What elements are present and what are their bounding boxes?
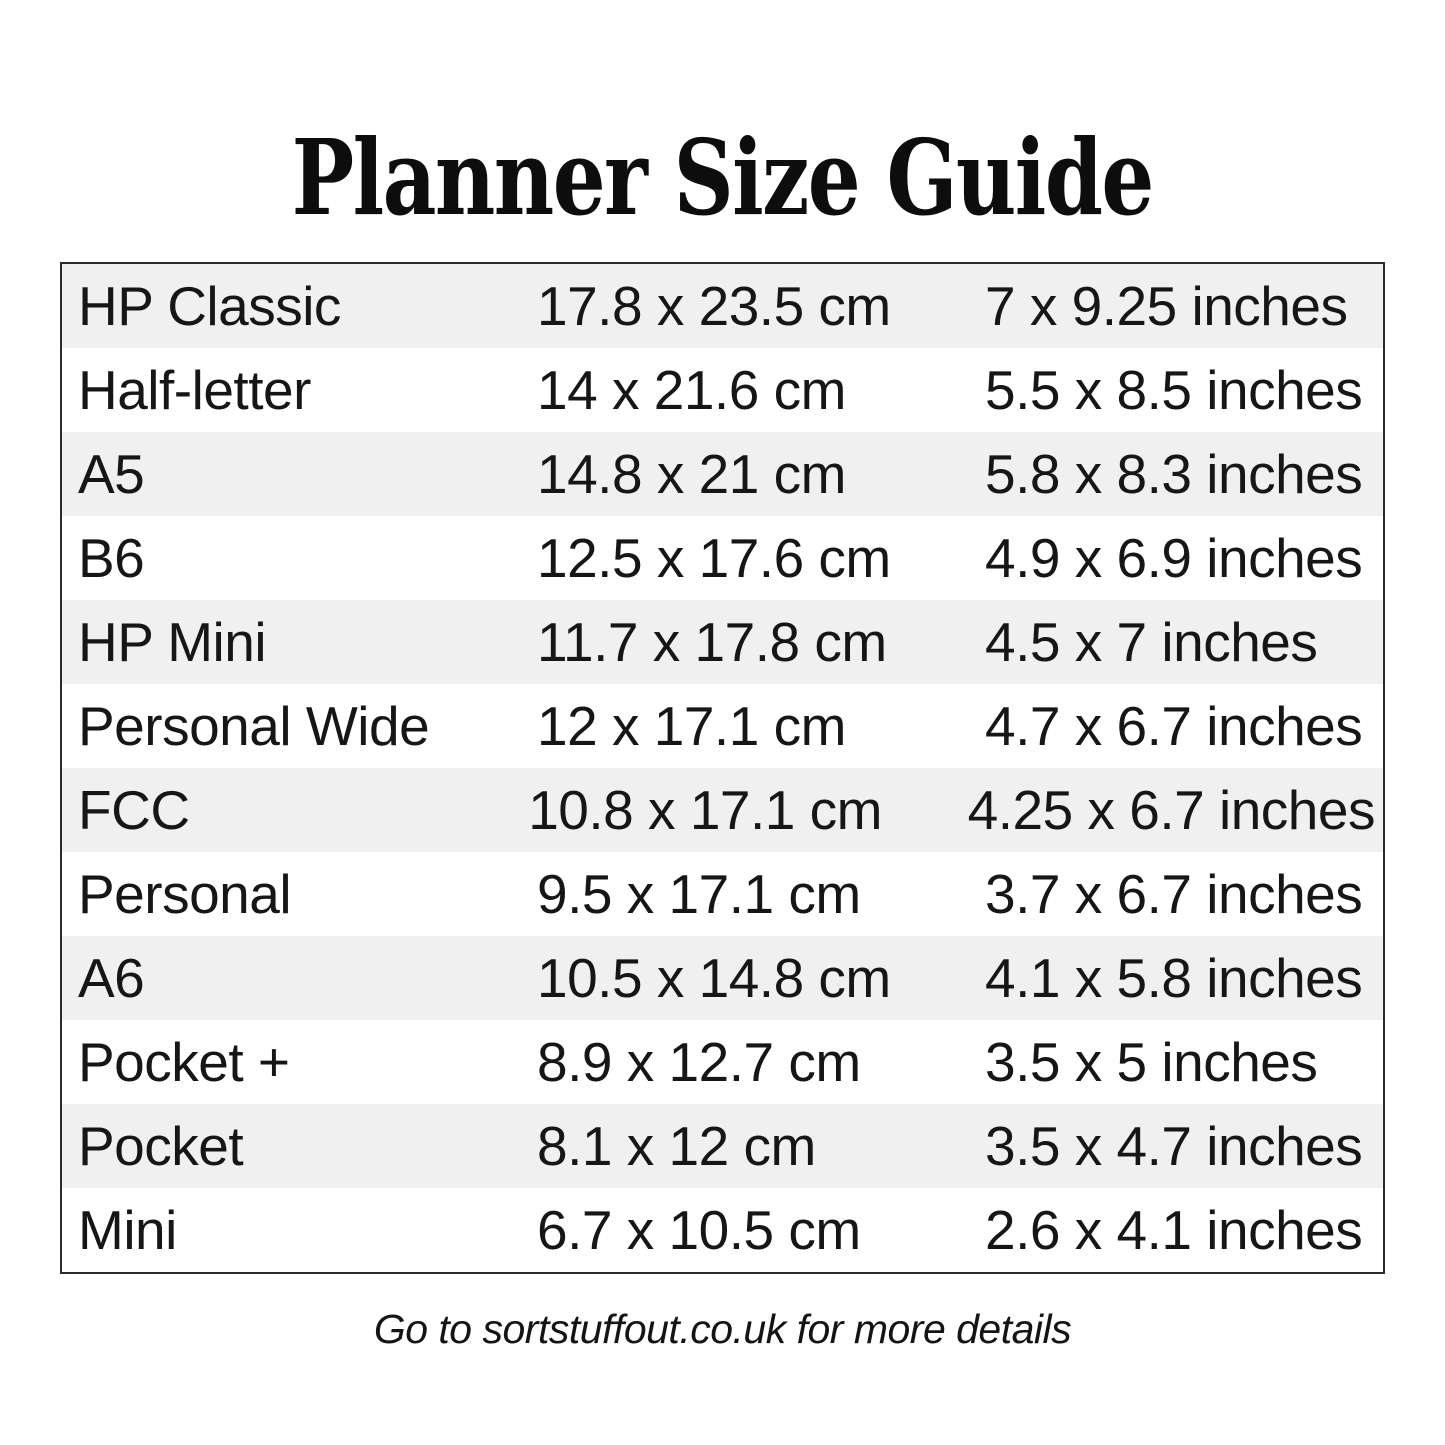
size-cm-cell: 10.8 x 17.1 cm <box>528 778 882 841</box>
table-row: Personal 9.5 x 17.1 cm 3.7 x 6.7 inches <box>62 852 1383 936</box>
footer-note: Go to sortstuffout.co.uk for more detail… <box>373 1306 1072 1352</box>
size-inches-cell: 4.1 x 5.8 inches <box>985 946 1363 1009</box>
size-cm-cell: 10.5 x 14.8 cm <box>537 946 891 1009</box>
size-table: HP Classic 17.8 x 23.5 cm 7 x 9.25 inche… <box>60 262 1385 1274</box>
size-inches-cell: 3.5 x 5 inches <box>985 1030 1318 1093</box>
page-title-text: Planner Size Guide <box>291 116 1155 239</box>
size-inches-cell: 4.5 x 7 inches <box>985 610 1318 673</box>
page-title: Planner Size Guide <box>0 126 1445 230</box>
table-row: Pocket 8.1 x 12 cm 3.5 x 4.7 inches <box>62 1104 1383 1188</box>
size-inches-cell: 3.5 x 4.7 inches <box>985 1114 1363 1177</box>
planner-name-cell: Personal Wide <box>78 694 430 757</box>
size-cm-cell: 17.8 x 23.5 cm <box>537 274 891 337</box>
table-row: Mini 6.7 x 10.5 cm 2.6 x 4.1 inches <box>62 1188 1383 1272</box>
size-inches-cell: 2.6 x 4.1 inches <box>985 1198 1363 1261</box>
size-cm-cell: 14.8 x 21 cm <box>537 442 846 505</box>
table-row: Half-letter 14 x 21.6 cm 5.5 x 8.5 inche… <box>62 348 1383 432</box>
size-cm-cell: 9.5 x 17.1 cm <box>537 862 861 925</box>
size-cm-cell: 12.5 x 17.6 cm <box>537 526 891 589</box>
planner-name-cell: A6 <box>78 946 145 1009</box>
table-row: B6 12.5 x 17.6 cm 4.9 x 6.9 inches <box>62 516 1383 600</box>
size-inches-cell: 4.7 x 6.7 inches <box>985 694 1363 757</box>
planner-name-cell: B6 <box>78 526 145 589</box>
planner-name-cell: Pocket + <box>78 1030 290 1093</box>
size-cm-cell: 11.7 x 17.8 cm <box>537 610 887 673</box>
planner-name-cell: FCC <box>78 778 190 841</box>
size-cm-cell: 6.7 x 10.5 cm <box>537 1198 861 1261</box>
size-cm-cell: 8.9 x 12.7 cm <box>537 1030 861 1093</box>
planner-name-cell: Personal <box>78 862 292 925</box>
planner-name-cell: HP Mini <box>78 610 267 673</box>
planner-name-cell: A5 <box>78 442 145 505</box>
size-cm-cell: 14 x 21.6 cm <box>537 358 846 421</box>
size-inches-cell: 7 x 9.25 inches <box>985 274 1348 337</box>
size-inches-cell: 5.5 x 8.5 inches <box>985 358 1363 421</box>
table-row: FCC 10.8 x 17.1 cm 4.25 x 6.7 inches <box>62 768 1383 852</box>
planner-name-cell: Mini <box>78 1198 177 1261</box>
planner-name-cell: Pocket <box>78 1114 244 1177</box>
size-inches-cell: 4.25 x 6.7 inches <box>967 778 1376 841</box>
table-row: HP Mini 11.7 x 17.8 cm 4.5 x 7 inches <box>62 600 1383 684</box>
table-row: A6 10.5 x 14.8 cm 4.1 x 5.8 inches <box>62 936 1383 1020</box>
table-row: HP Classic 17.8 x 23.5 cm 7 x 9.25 inche… <box>62 264 1383 348</box>
size-cm-cell: 8.1 x 12 cm <box>537 1114 816 1177</box>
table-row: Personal Wide 12 x 17.1 cm 4.7 x 6.7 inc… <box>62 684 1383 768</box>
planner-name-cell: HP Classic <box>78 274 341 337</box>
size-inches-cell: 5.8 x 8.3 inches <box>985 442 1363 505</box>
size-cm-cell: 12 x 17.1 cm <box>537 694 846 757</box>
table-row: A5 14.8 x 21 cm 5.8 x 8.3 inches <box>62 432 1383 516</box>
size-inches-cell: 3.7 x 6.7 inches <box>985 862 1363 925</box>
table-row: Pocket + 8.9 x 12.7 cm 3.5 x 5 inches <box>62 1020 1383 1104</box>
planner-name-cell: Half-letter <box>78 358 311 421</box>
size-inches-cell: 4.9 x 6.9 inches <box>985 526 1363 589</box>
